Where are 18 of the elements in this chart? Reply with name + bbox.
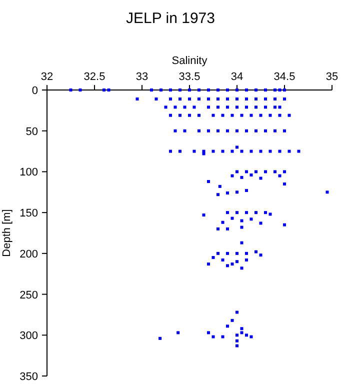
x-axis-title: Salinity <box>172 55 208 67</box>
y-tick-label: 300 <box>20 330 38 342</box>
x-tick-label: 33 <box>136 71 148 83</box>
y-tick-label: 350 <box>20 371 38 383</box>
y-tick-label: 100 <box>20 166 38 179</box>
y-tick-label: 250 <box>20 289 38 302</box>
x-tick-label: 32.5 <box>84 71 106 83</box>
x-tick-label: 33.5 <box>178 71 200 83</box>
chart-title: JELP in 1973 <box>126 10 215 27</box>
x-tick-label: 34.5 <box>274 71 296 83</box>
x-tick-label: 35 <box>326 71 338 83</box>
y-tick-label: 200 <box>20 248 38 260</box>
y-axis-title: Depth [m] <box>1 209 13 257</box>
x-tick-label: 34 <box>230 71 244 83</box>
y-tick-label: 50 <box>26 126 38 138</box>
x-tick-label: 32 <box>40 71 54 83</box>
y-tick-label: 0 <box>32 85 38 97</box>
y-tick-label: 150 <box>20 208 38 220</box>
